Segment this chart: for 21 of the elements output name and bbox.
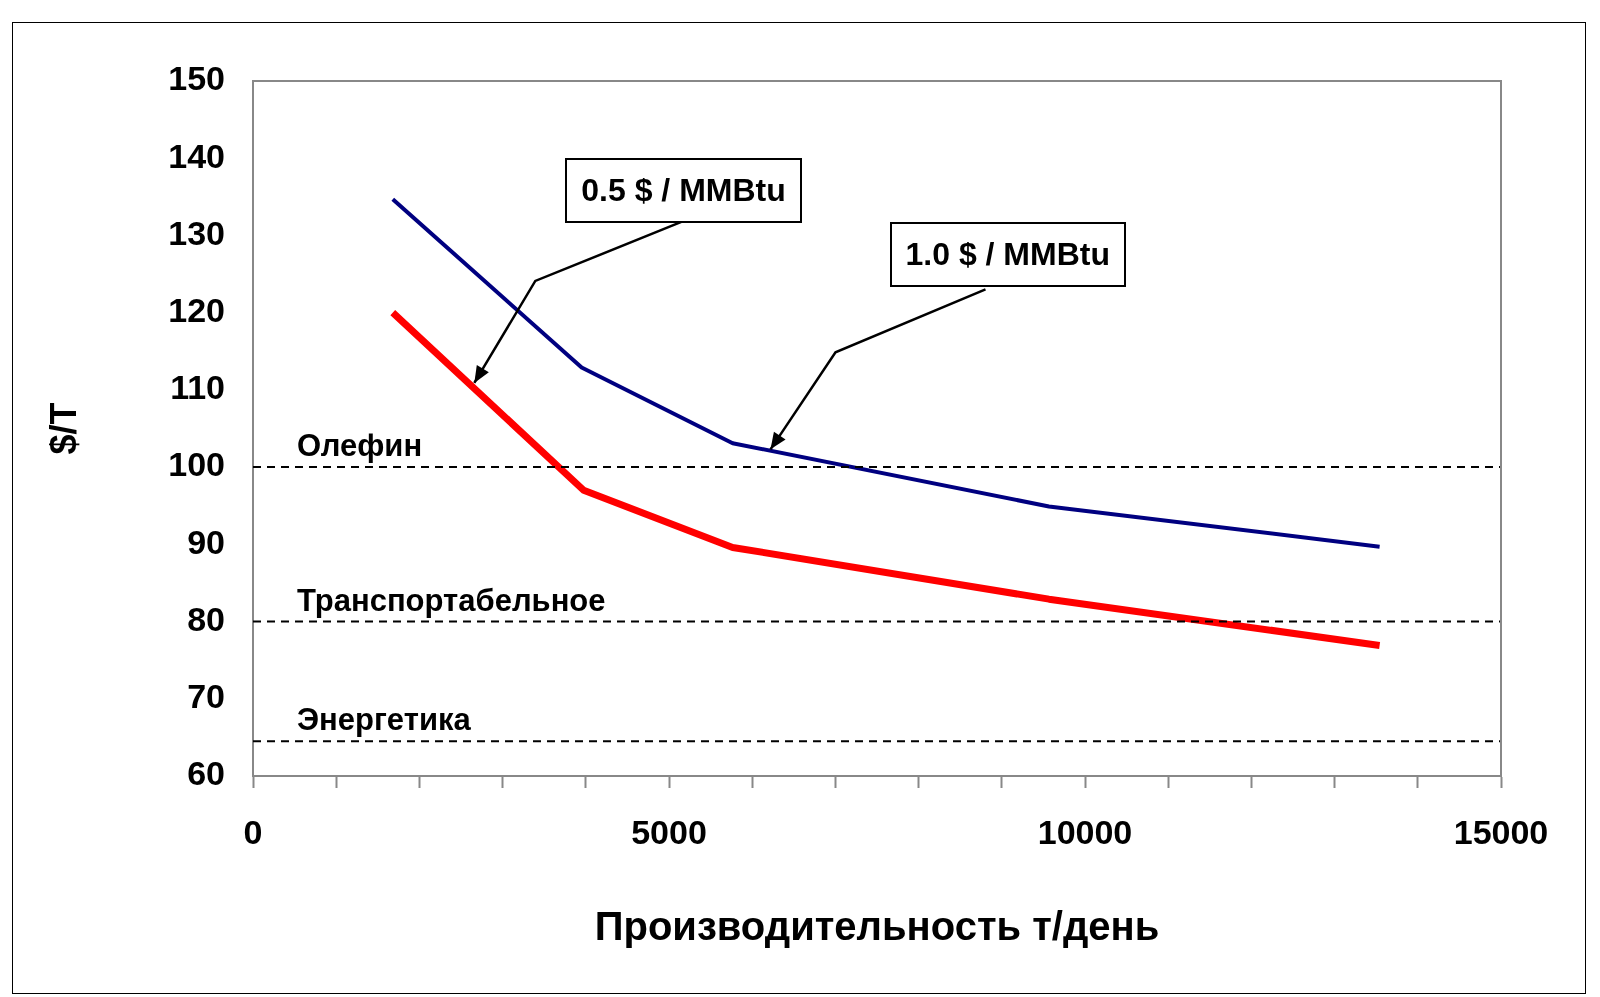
- ref-line-label: Олефин: [297, 428, 423, 464]
- y-tick-label: 100: [168, 445, 225, 484]
- y-axis-title: $/T: [42, 402, 84, 455]
- ref-line-label: Транспортабельное: [297, 582, 606, 618]
- x-tick-label: 15000: [1453, 812, 1549, 851]
- ref-line-label: Энергетика: [297, 702, 472, 738]
- x-tick-label: 5000: [631, 812, 707, 851]
- y-tick-label: 140: [168, 136, 225, 175]
- y-tick-label: 120: [168, 291, 225, 330]
- y-tick-label: 80: [187, 599, 225, 638]
- annotation: 1.0 $ / MMBtu: [889, 222, 1126, 288]
- y-tick-label: 110: [170, 368, 225, 407]
- y-tick-label: 60: [187, 754, 225, 793]
- x-axis-title: Производительность т/день: [594, 904, 1160, 949]
- y-tick-label: 150: [168, 59, 225, 98]
- y-tick-label: 130: [168, 213, 225, 252]
- x-tick-label: 10000: [1037, 812, 1133, 851]
- x-tick-label: 0: [243, 812, 263, 851]
- annotation: 0.5 $ / MMBtu: [565, 157, 802, 223]
- y-tick-label: 90: [187, 522, 225, 561]
- y-tick-label: 70: [187, 677, 225, 716]
